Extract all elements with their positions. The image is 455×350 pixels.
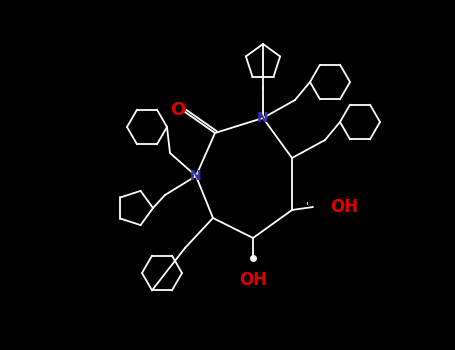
Text: N: N	[190, 169, 202, 183]
Text: N: N	[257, 111, 269, 125]
Text: O: O	[170, 101, 186, 119]
Text: OH: OH	[330, 198, 358, 216]
Text: OH: OH	[239, 271, 267, 289]
Text: ': '	[305, 201, 308, 211]
